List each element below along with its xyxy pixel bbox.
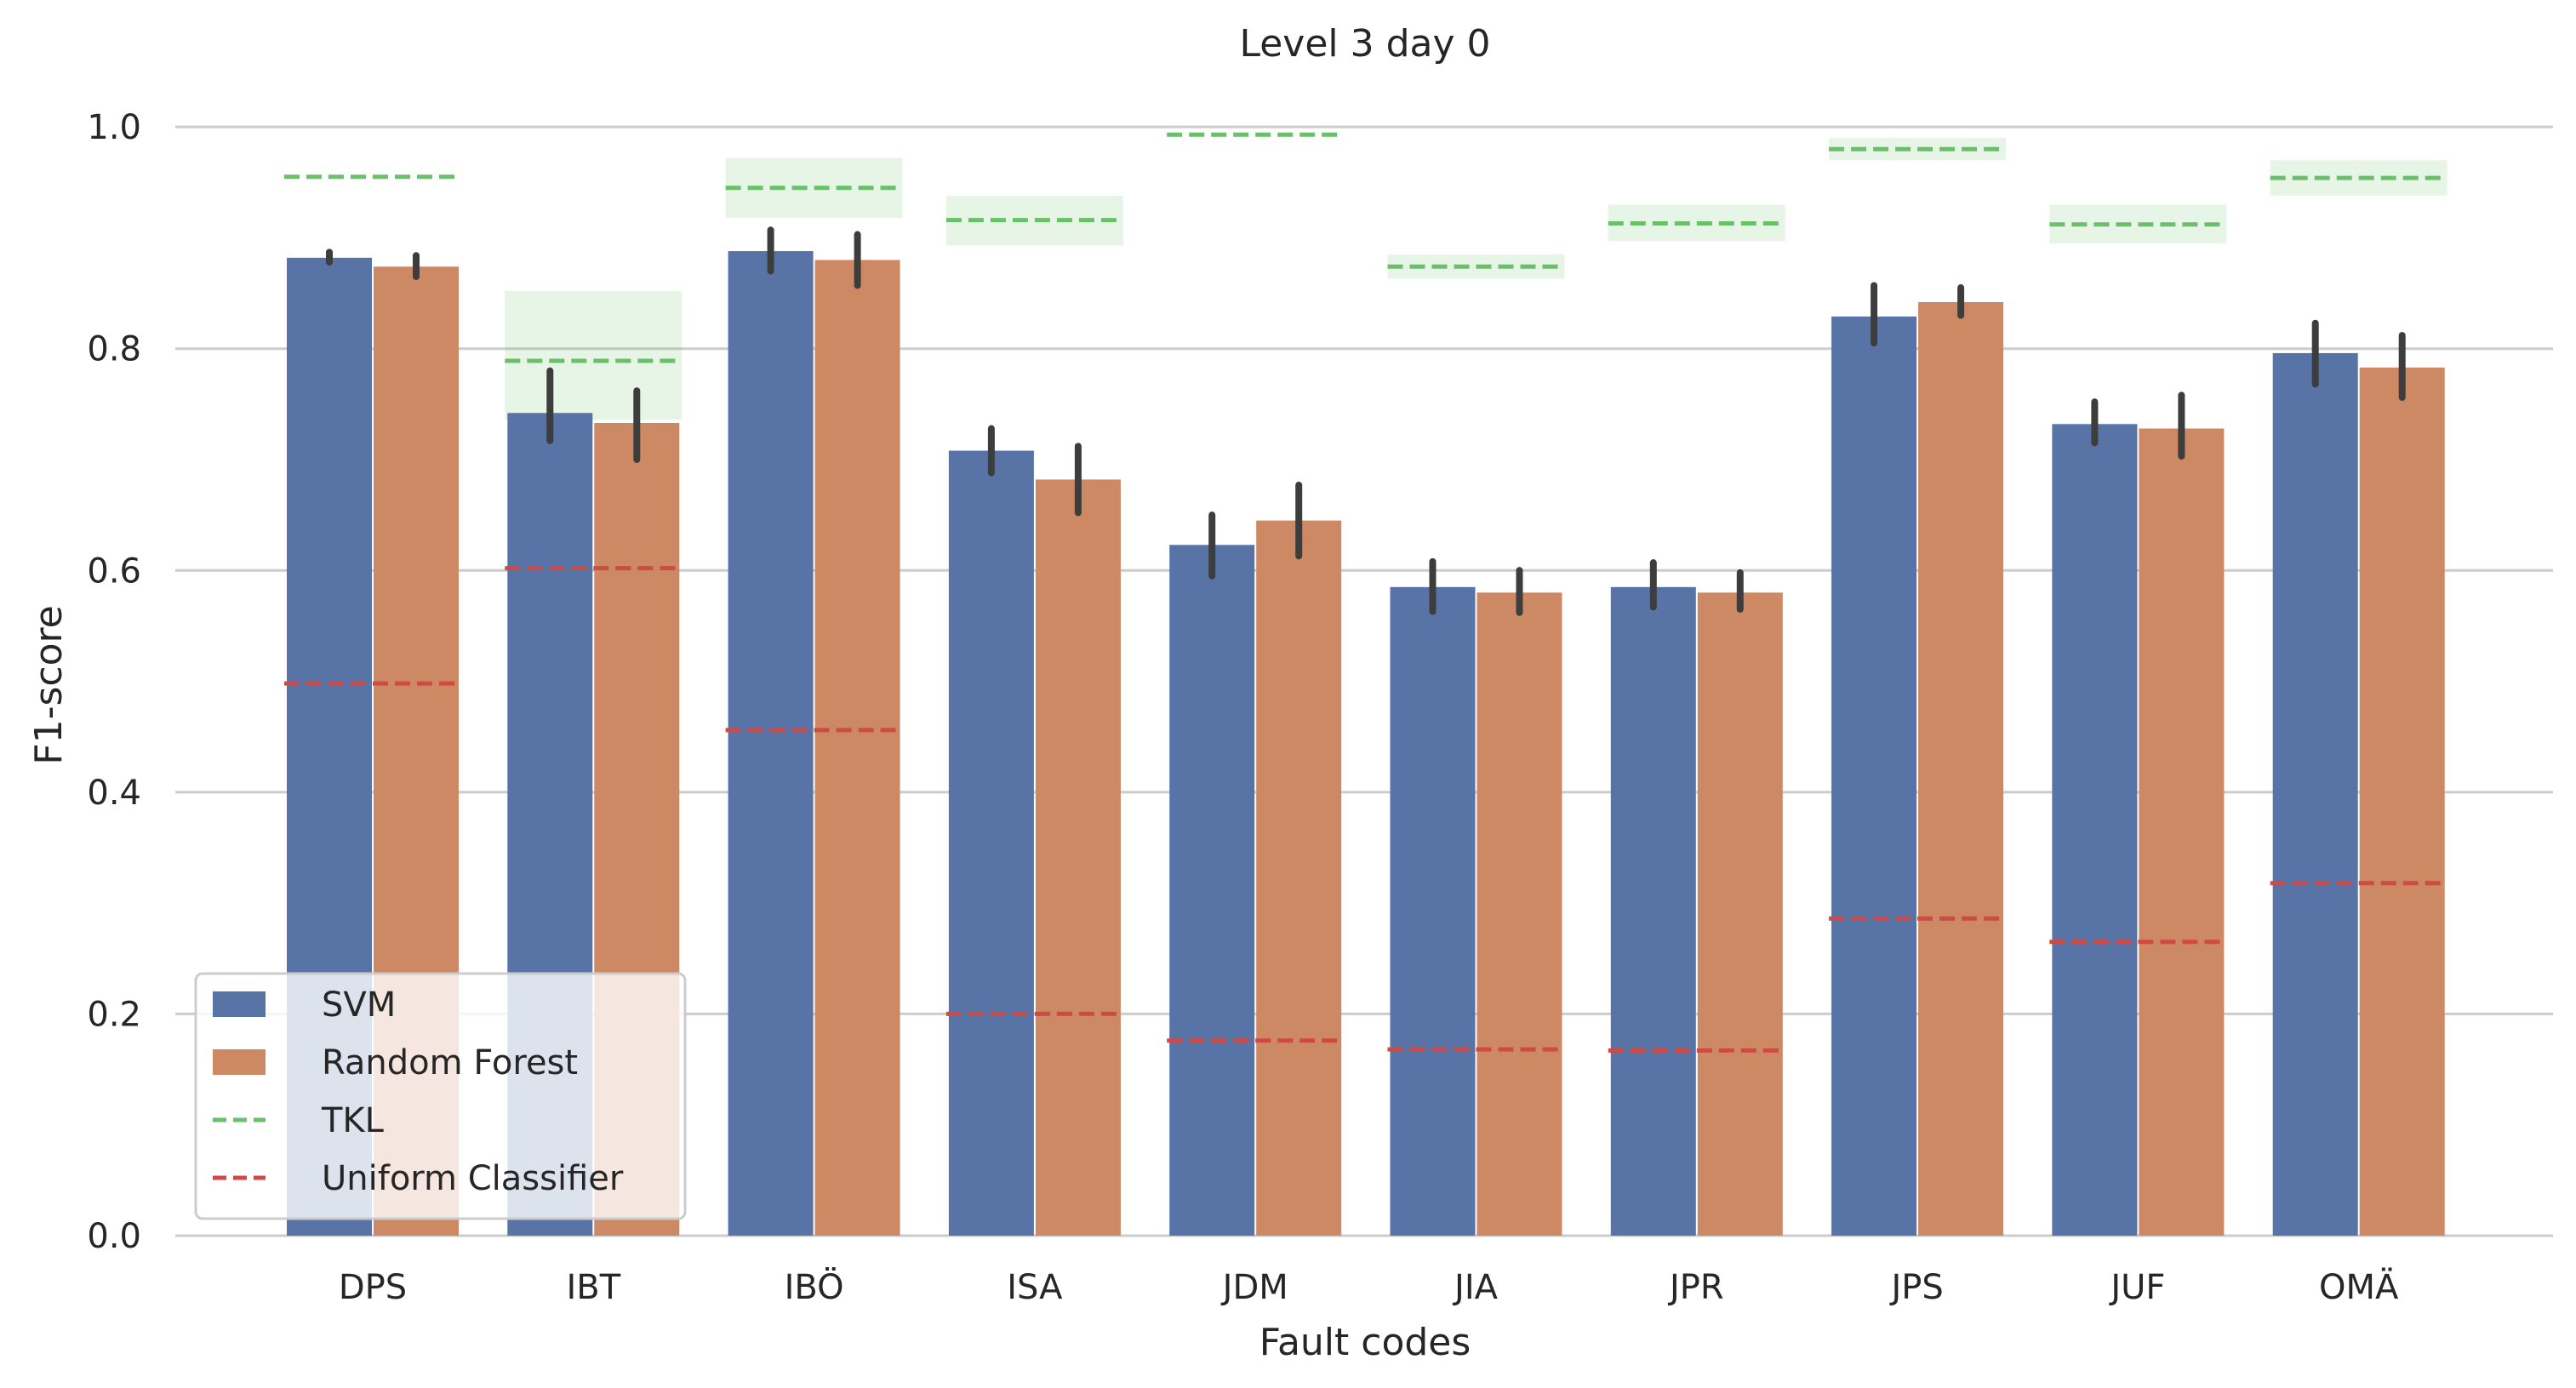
legend-label-tkl: TKL: [321, 1101, 385, 1140]
random-forest-bar: [2139, 428, 2225, 1236]
x-tick-labels: DPS IBT IBÖ ISA JDM JIA JPR JPS JUF OMÄ: [339, 1266, 2399, 1307]
x-tick-label: IBT: [566, 1268, 620, 1307]
y-tick-label: 0.0: [87, 1217, 141, 1256]
svm-bar: [1831, 316, 1917, 1237]
x-tick-label: JPS: [1888, 1268, 1943, 1307]
random-forest-bar: [1918, 301, 2004, 1237]
y-tick-label: 0.6: [87, 551, 141, 591]
random-forest-bar: [2359, 367, 2445, 1236]
y-tick-label: 0.4: [87, 774, 141, 813]
y-axis-label: F1-score: [27, 605, 71, 764]
random-forest-bar: [1697, 592, 1783, 1236]
legend: SVM Random Forest TKL Uniform Classifier: [194, 972, 687, 1220]
reference-lines: [284, 132, 2447, 1053]
x-tick-label: DPS: [339, 1268, 407, 1307]
svm-bar: [1610, 586, 1696, 1236]
svm-bar: [1169, 545, 1255, 1236]
x-tick-label: JUF: [2108, 1268, 2165, 1307]
svm-bar: [1390, 586, 1476, 1236]
chart-title: Level 3 day 0: [1239, 22, 1490, 66]
x-tick-label: JPR: [1667, 1268, 1724, 1307]
svm-bar: [2272, 352, 2358, 1236]
x-tick-label: JDM: [1220, 1268, 1288, 1307]
svm-bar: [948, 450, 1034, 1236]
legend-label-uniform-classifier: Uniform Classifier: [322, 1159, 624, 1198]
y-tick-label: 0.8: [87, 330, 141, 369]
legend-box: [194, 972, 687, 1220]
legend-swatch-svm: [213, 991, 266, 1017]
x-tick-label: JIA: [1452, 1268, 1499, 1307]
svm-bar: [728, 251, 814, 1236]
y-tick-label: 0.2: [87, 995, 141, 1034]
tkl-band: [505, 290, 683, 420]
random-forest-bar: [814, 260, 900, 1236]
x-tick-label: ISA: [1007, 1268, 1063, 1307]
random-forest-bar: [1476, 592, 1562, 1236]
x-tick-label: OMÄ: [2319, 1266, 2399, 1307]
legend-label-svm: SVM: [322, 985, 396, 1025]
legend-swatch-random-forest: [213, 1049, 266, 1075]
x-axis-label: Fault codes: [1259, 1321, 1471, 1364]
y-tick-labels: 0.0 0.2 0.4 0.6 0.8 1.0: [87, 108, 141, 1256]
random-forest-bar: [1256, 520, 1342, 1236]
random-forest-bar: [1035, 479, 1121, 1236]
legend-label-random-forest: Random Forest: [322, 1043, 578, 1082]
y-tick-label: 1.0: [87, 108, 141, 147]
error-bars: [326, 226, 2406, 616]
x-tick-label: IBÖ: [785, 1266, 844, 1307]
svm-bar: [2052, 424, 2138, 1236]
